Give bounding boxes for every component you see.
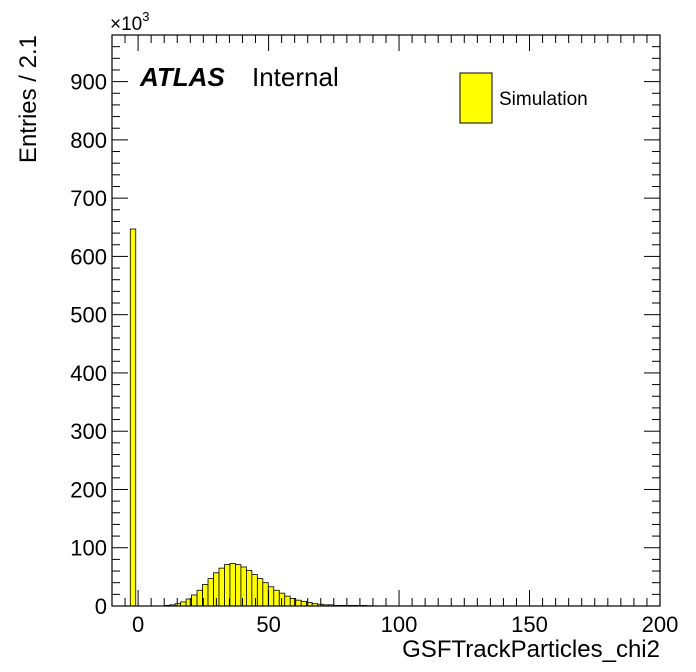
y-tick-label-900: 900 (70, 70, 107, 95)
plot-frame (111, 34, 661, 607)
y-tick-label-400: 400 (70, 361, 107, 386)
x-tick-label-0: 0 (132, 612, 144, 637)
histogram-bar-4 (180, 601, 187, 607)
histogram-bar-14 (235, 564, 242, 607)
y-tick-label-0: 0 (95, 594, 107, 619)
atlas-label: ATLAS (139, 62, 225, 92)
histogram-bar-19 (262, 582, 269, 607)
internal-label: Internal (252, 62, 339, 92)
histogram-bar-17 (251, 574, 258, 607)
histogram-bar-9 (207, 578, 214, 607)
histogram-bar-15 (240, 566, 247, 607)
x-tick-label-200: 200 (642, 612, 679, 637)
histogram-bar-21 (273, 589, 280, 607)
legend-swatch-simulation (459, 72, 493, 124)
legend-label-simulation: Simulation (499, 89, 588, 110)
histogram-bar-6 (191, 594, 198, 607)
y-tick-label-700: 700 (70, 186, 107, 211)
histogram-bars (129, 228, 379, 607)
y-multiplier-base: ×10 (110, 14, 142, 35)
histogram-bar-20 (267, 586, 275, 607)
y-tick-label-300: 300 (70, 419, 107, 444)
histogram-bar-23 (284, 595, 291, 607)
x-axis-title: GSFTrackParticles_chi2 (402, 636, 660, 663)
legend: Simulation (459, 72, 588, 124)
histogram-bar-13 (229, 563, 236, 607)
y-tick-label-100: 100 (70, 536, 107, 561)
histogram-bar-16 (245, 570, 253, 607)
y-tick-label-500: 500 (70, 303, 107, 328)
histogram-bar-7 (196, 589, 203, 607)
y-multiplier: ×103 (110, 9, 149, 35)
y-axis-title: Entries / 2.1 (15, 35, 42, 163)
histogram-bar-18 (256, 578, 264, 607)
histogram-bar-11 (218, 567, 225, 607)
x-tick-label-50: 50 (256, 612, 280, 637)
y-tick-label-200: 200 (70, 478, 107, 503)
x-tick-label-100: 100 (381, 612, 418, 637)
histogram-bar-26 (300, 600, 308, 607)
histogram-bar-25 (295, 599, 302, 607)
y-tick-label-800: 800 (70, 128, 107, 153)
y-tick-label-600: 600 (70, 244, 107, 269)
axis-ticks (111, 35, 661, 607)
x-tick-label-150: 150 (511, 612, 548, 637)
tick-labels: 0 50 100 150 200 0 100 200 300 400 500 600 700 800 900 (70, 70, 678, 637)
histogram-bar-0 (129, 228, 137, 607)
y-multiplier-exponent: 3 (142, 9, 149, 24)
